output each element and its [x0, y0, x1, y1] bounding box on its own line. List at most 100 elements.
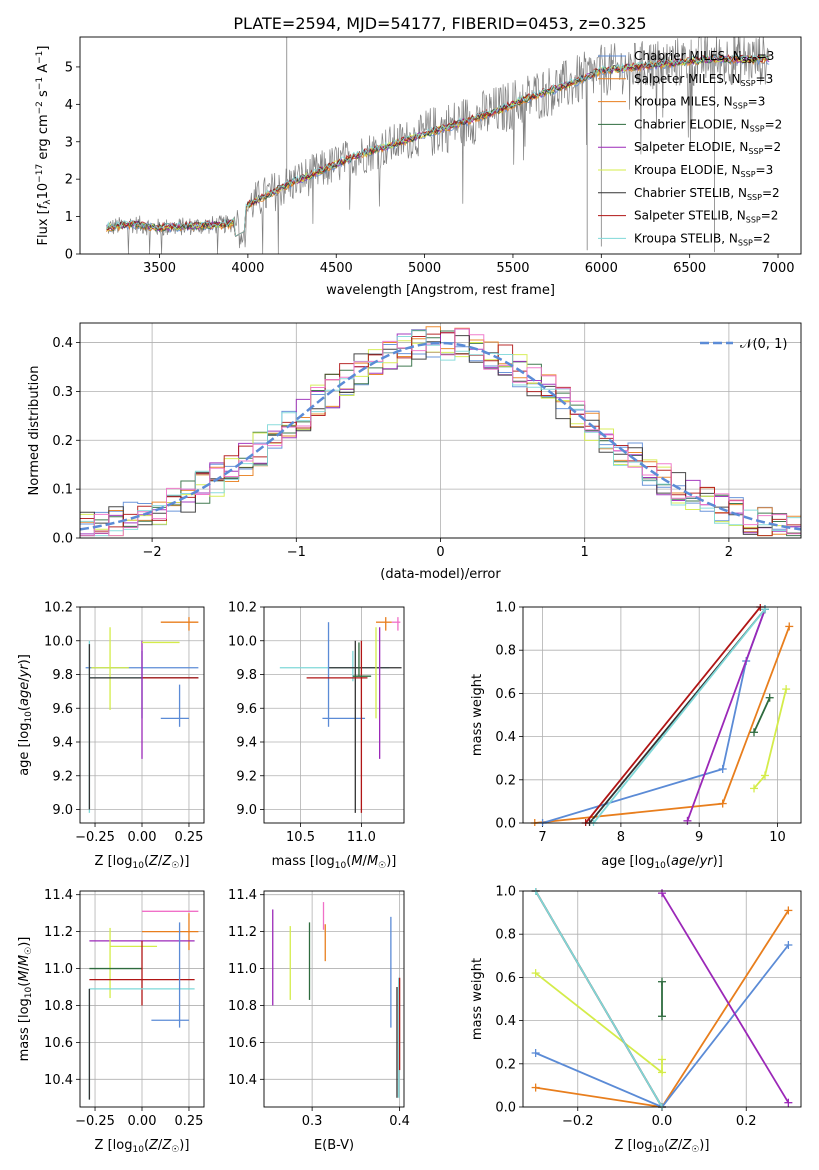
- legend-label: Kroupa ELODIE, NSSP=3: [634, 163, 773, 179]
- y-tick-label: 9.4: [236, 736, 257, 751]
- x-tick-label: 10: [769, 830, 786, 845]
- weight-age-series: [530, 604, 794, 826]
- y-tick-label: 9.2: [52, 769, 73, 784]
- y-tick-label: 10.2: [228, 601, 257, 616]
- y-axis-label: mass weight: [470, 958, 485, 1040]
- y-tick-label: 9.6: [236, 702, 257, 717]
- x-tick-label: 0.00: [128, 830, 157, 845]
- x-axis-label: Z [log10(Z/Z☉)]: [95, 854, 190, 871]
- series-line: [534, 626, 791, 824]
- axes-frame: [522, 606, 802, 824]
- x-tick-label: −0.25: [75, 1114, 115, 1129]
- model-line: [106, 53, 770, 237]
- weight-age-axes: 7 8 9 10 0.0 0.2 0.4 0.6 0.8 1.0: [495, 601, 801, 845]
- x-tick-label: 4500: [320, 261, 353, 276]
- y-axis-label: mass weight: [470, 674, 485, 756]
- y-tick-label: 9.8: [52, 668, 73, 683]
- y-tick-label: 10.0: [44, 634, 73, 649]
- y-axis-label: Normed distribution: [27, 366, 42, 496]
- x-axis-label: age [log10(age/yr)]: [601, 854, 723, 871]
- series-line: [535, 972, 663, 1075]
- y-axis-label: Flux [fλ10−17 erg cm−2 s−1 A−1]: [35, 46, 53, 246]
- x-tick-label: −1: [287, 545, 306, 560]
- x-axis-label: E(B-V): [314, 1138, 354, 1153]
- legend-label: Kroupa MILES, NSSP=3: [634, 95, 765, 111]
- x-tick-label: 0.4: [389, 1114, 410, 1129]
- y-tick-label: 0.0: [495, 1101, 516, 1116]
- legend-label: Chabrier STELIB, NSSP=2: [634, 186, 780, 202]
- model-line: [106, 54, 770, 237]
- y-tick-label: 0.2: [495, 773, 516, 788]
- axes-frame: [263, 890, 405, 1108]
- age-mass-axes: 10.5 11.0 9.0 9.2 9.4 9.6 9.8 10.0 10.2: [228, 601, 404, 845]
- x-tick-label: 5500: [496, 261, 529, 276]
- x-axis-label: (data-model)/error: [380, 567, 501, 582]
- y-tick-label: 10.4: [44, 1073, 73, 1088]
- x-tick-label: 6500: [673, 261, 706, 276]
- y-tick-label: 10.0: [228, 634, 257, 649]
- x-tick-label: 6000: [585, 261, 618, 276]
- y-axis-label: mass [log10(M/M☉)]: [17, 937, 34, 1062]
- legend-label: Chabrier ELODIE, NSSP=2: [634, 117, 782, 133]
- y-tick-label: 11.2: [44, 925, 73, 940]
- axes-frame: [79, 890, 205, 1108]
- series-line: [534, 890, 663, 1108]
- series-line: [661, 892, 790, 1104]
- x-axis-label: Z [log10(Z/Z☉)]: [95, 1138, 190, 1155]
- legend-label: Chabrier MILES, NSSP=3: [634, 49, 774, 65]
- histogram-step: [80, 328, 801, 537]
- x-tick-label: −0.2: [562, 1114, 594, 1129]
- y-tick-label: 0.4: [495, 1014, 516, 1029]
- y-tick-label: 9.8: [236, 668, 257, 683]
- axes-frame: [79, 322, 802, 539]
- mass-ebv-axes: 0.3 0.4 10.4 10.6 10.8 11.0 11.2 11.4: [228, 888, 410, 1129]
- series-line: [592, 608, 766, 824]
- y-tick-label: 0.2: [495, 1057, 516, 1072]
- y-tick-label: 5: [65, 60, 73, 75]
- y-tick-label: 4: [65, 98, 73, 113]
- y-tick-label: 9.0: [52, 803, 73, 818]
- x-axis-label: mass [log10(M/M☉)]: [272, 854, 397, 871]
- axes-frame: [79, 606, 205, 824]
- y-tick-label: 2: [65, 173, 73, 188]
- y-tick-label: 9.6: [52, 702, 73, 717]
- y-tick-label: 0.2: [52, 434, 73, 449]
- x-tick-label: 0.00: [128, 1114, 157, 1129]
- y-tick-label: 0: [65, 248, 73, 263]
- x-tick-label: 4000: [231, 261, 264, 276]
- y-tick-label: 11.4: [228, 888, 257, 903]
- x-tick-label: 0.3: [302, 1114, 323, 1129]
- figure-title: PLATE=2594, MJD=54177, FIBERID=0453, z=0…: [233, 14, 646, 33]
- x-tick-label: −2: [143, 545, 162, 560]
- x-tick-label: 0: [436, 545, 444, 560]
- y-tick-label: 9.4: [52, 736, 73, 751]
- y-tick-label: 0.3: [52, 385, 73, 400]
- age-Z-points: [85, 617, 199, 813]
- x-axis-label: Z [log10(Z/Z☉)]: [615, 1138, 710, 1155]
- y-tick-label: 0.4: [52, 336, 73, 351]
- x-tick-label: 5000: [408, 261, 441, 276]
- y-tick-label: 10.8: [44, 999, 73, 1014]
- x-tick-label: 7000: [761, 261, 794, 276]
- mass-ebv-points: [272, 902, 401, 1098]
- residual-plot: [80, 326, 801, 537]
- legend-label: 𝒩(0, 1): [740, 337, 787, 352]
- weight-Z-axes: −0.2 0.0 0.2 0.0 0.2 0.4 0.6 0.8 1.0: [495, 885, 801, 1129]
- x-tick-label: 0.25: [174, 1114, 203, 1129]
- y-tick-label: 0.6: [495, 687, 516, 702]
- axes-frame: [263, 606, 405, 824]
- series-line: [753, 697, 771, 733]
- age-mass-points: [279, 617, 402, 813]
- residuals-axes: −2 −1 0 1 2 0.0 0.1 0.2 0.3 0.4: [52, 323, 801, 560]
- y-tick-label: 9.2: [236, 769, 257, 784]
- y-tick-label: 11.2: [228, 925, 257, 940]
- y-tick-label: 0.1: [52, 483, 73, 498]
- x-axis-label: wavelength [Angstrom, rest frame]: [326, 283, 555, 298]
- y-axis-label: age [log10(age/yr)]: [17, 654, 34, 776]
- y-tick-label: 1.0: [495, 885, 516, 900]
- x-tick-label: 1: [581, 545, 589, 560]
- x-tick-label: 8: [617, 830, 625, 845]
- y-tick-label: 9.0: [236, 803, 257, 818]
- legend-label: Salpeter MILES, NSSP=3: [634, 72, 773, 88]
- y-tick-label: 10.2: [44, 601, 73, 616]
